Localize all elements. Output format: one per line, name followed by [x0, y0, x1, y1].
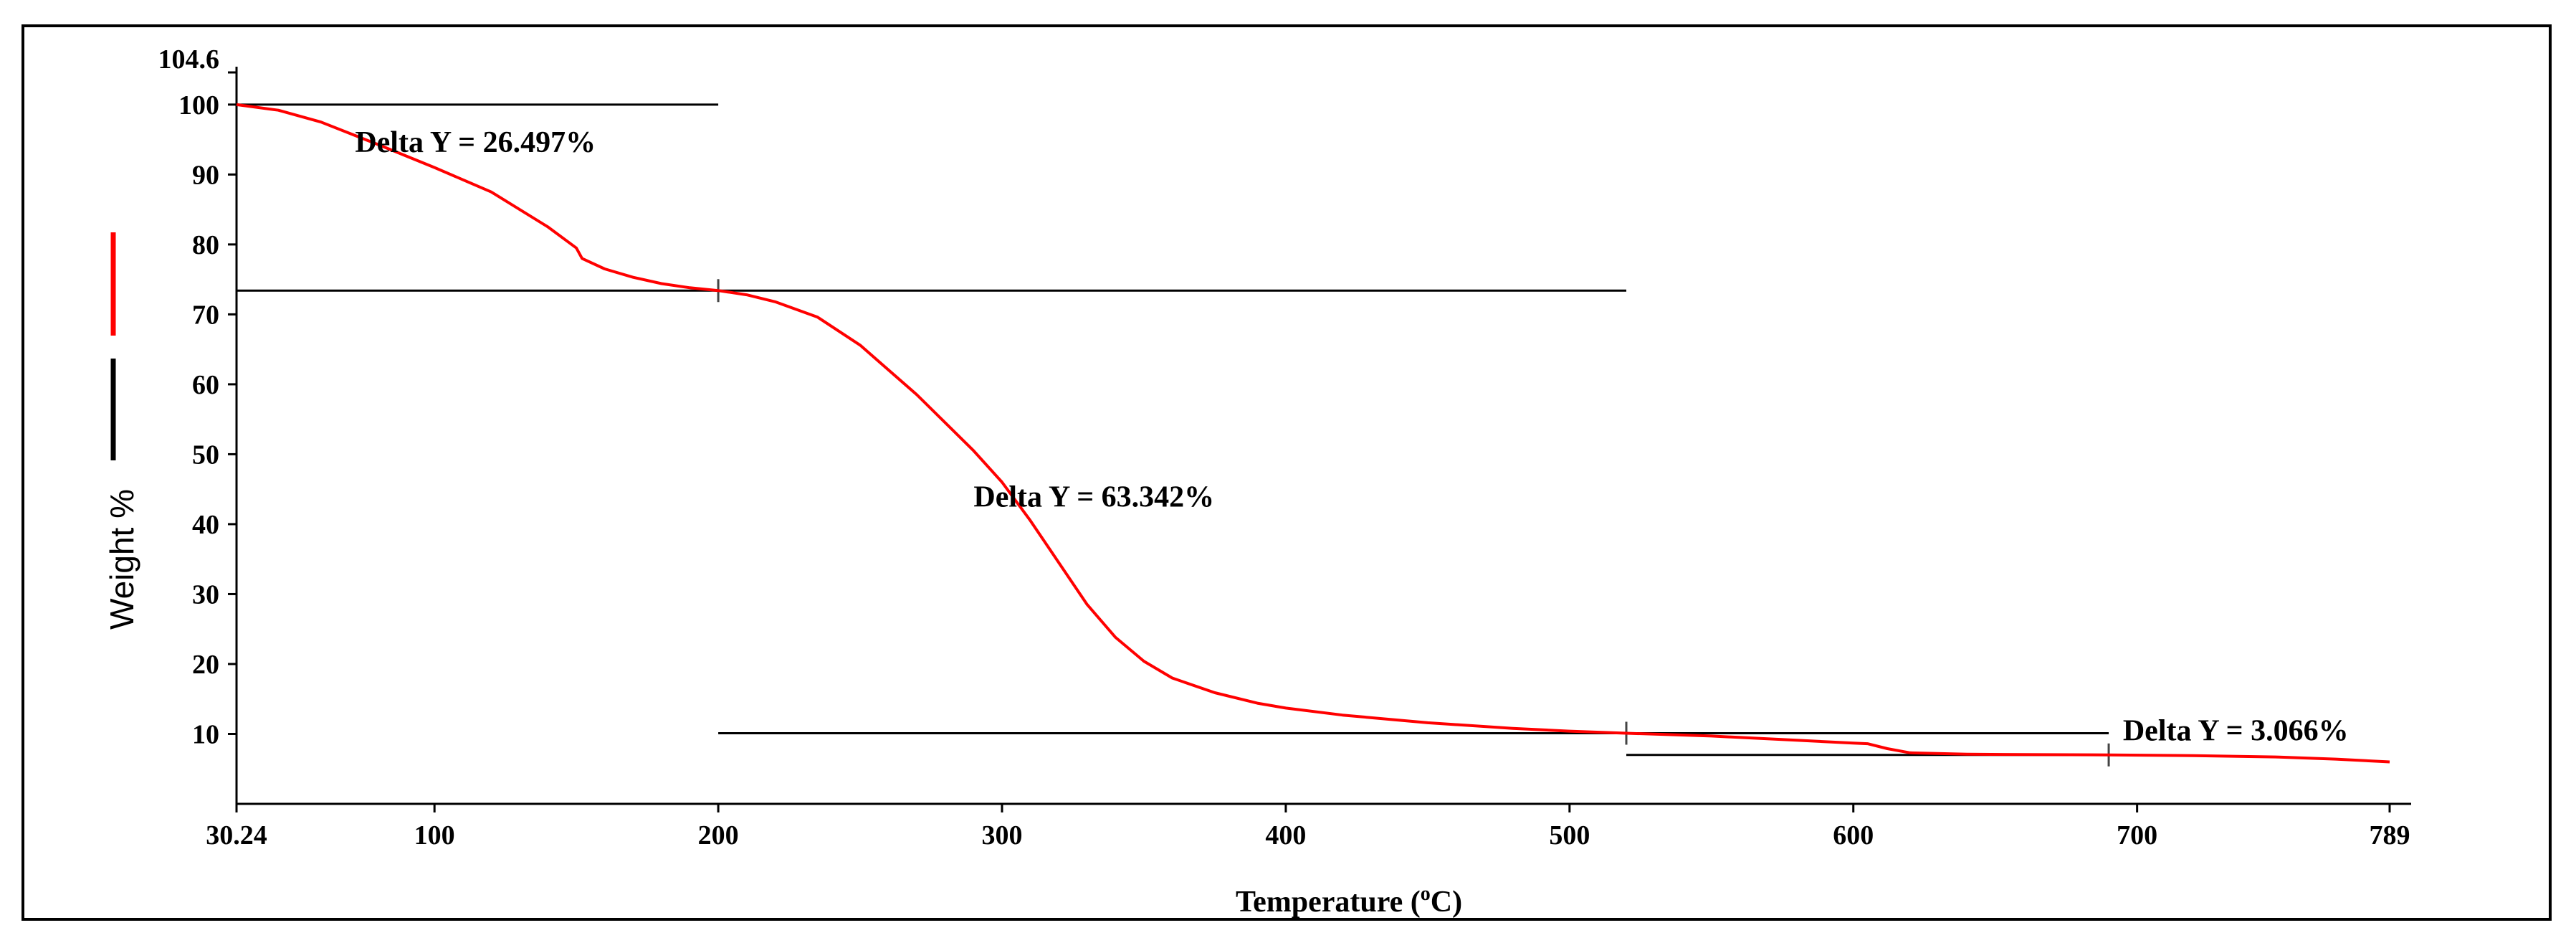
y-tick-label: 70: [192, 300, 219, 330]
x-tick-label: 500: [1549, 820, 1590, 850]
x-tick-label: 30.24: [206, 820, 267, 850]
x-tick-label: 700: [2117, 820, 2157, 850]
reference-lines-layer: [237, 103, 2110, 767]
y-tick-label: 90: [192, 160, 219, 190]
y-tick-label: 60: [192, 370, 219, 400]
y-tick-label: 80: [192, 230, 219, 260]
delta-y-annotation: Delta Y = 26.497%: [355, 126, 596, 159]
x-tick-label: 600: [1833, 820, 1874, 850]
x-tick-label: 400: [1265, 820, 1306, 850]
delta-y-annotation: Delta Y = 63.342%: [973, 481, 1214, 514]
x-axis-label: Temperature (oC): [1236, 883, 1462, 918]
y-tick-label: 50: [192, 440, 219, 470]
delta-y-annotation: Delta Y = 3.066%: [2123, 714, 2349, 747]
y-tick-label: 100: [178, 90, 219, 120]
curve-layer: [236, 103, 2390, 764]
x-tick-label: 789: [2370, 820, 2410, 850]
y-axis-label: Weight %: [103, 489, 140, 630]
x-tick-label: 100: [414, 820, 455, 850]
y-tick-label: 104.6: [158, 44, 220, 75]
axes-layer: [110, 67, 2411, 812]
x-tick-label: 300: [982, 820, 1023, 850]
y-tick-label: 10: [192, 719, 219, 749]
text-layer: 10 20 30 40 50 60 70 80 90 100 104.6 30.24 100 200 300…: [103, 44, 2410, 918]
y-tick-label: 40: [192, 510, 219, 540]
weight-curve: [236, 103, 2390, 764]
y-tick-label: 20: [192, 650, 219, 680]
y-tick-label: 30: [192, 579, 219, 610]
chart-frame: 10 20 30 40 50 60 70 80 90 100 104.6 30.24 100 200 300…: [22, 24, 2552, 921]
tga-chart: 10 20 30 40 50 60 70 80 90 100 104.6 30.24 100 200 300…: [103, 44, 2411, 918]
x-tick-label: 200: [698, 820, 739, 850]
